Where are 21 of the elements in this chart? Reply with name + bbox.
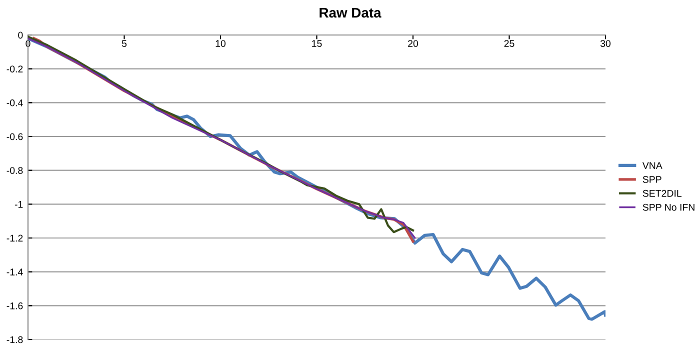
y-tick-label: -1.2 <box>6 234 23 242</box>
chart-title: Raw Data <box>320 8 382 18</box>
y-tick-label: -0.4 <box>6 99 23 106</box>
legend-label: SPP No IFN <box>642 204 694 211</box>
x-tick-label: 5 <box>122 40 127 47</box>
x-tick-label: 15 <box>312 40 322 47</box>
legend-label: SPP <box>642 176 662 183</box>
legend-label: VNA <box>642 162 662 169</box>
y-tick-label: -1.4 <box>6 268 23 276</box>
y-tick-label: -1 <box>14 201 23 208</box>
y-tick-label: -1.8 <box>6 336 23 344</box>
y-tick-label: 0 <box>18 32 23 39</box>
y-tick-label: -1.6 <box>6 302 23 310</box>
x-tick-label: 30 <box>600 40 611 47</box>
legend-label: SET2DIL <box>642 190 682 197</box>
x-tick-label: 25 <box>504 40 514 47</box>
x-tick-label: 20 <box>408 40 418 47</box>
y-tick-label: -0.8 <box>6 167 23 174</box>
y-tick-label: -0.2 <box>6 66 23 72</box>
x-tick-label: 10 <box>216 40 226 47</box>
y-tick-label: -0.6 <box>6 133 23 140</box>
